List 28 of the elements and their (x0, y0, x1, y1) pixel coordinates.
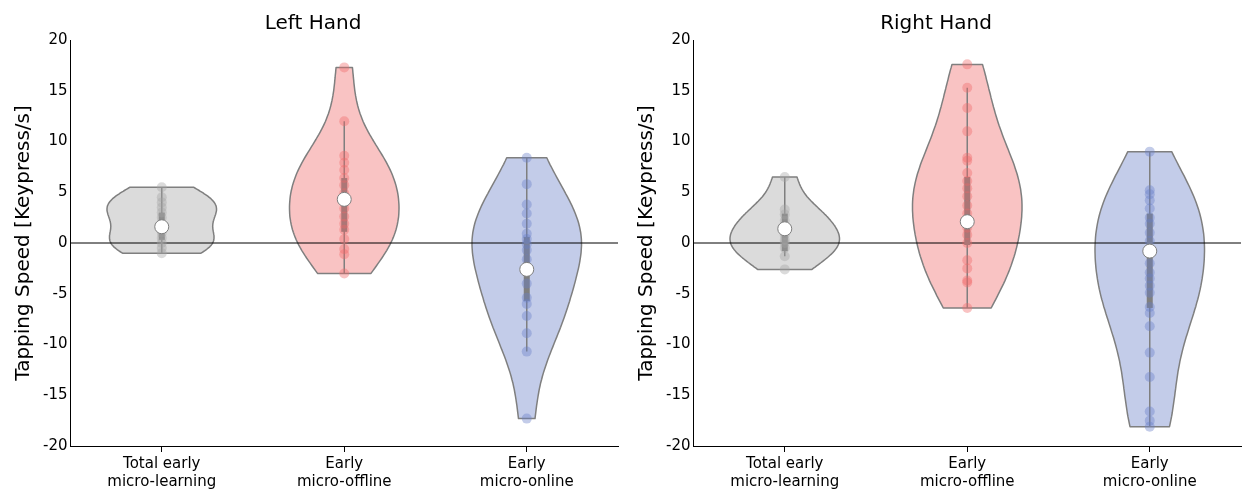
y-tick-label: 15 (671, 80, 691, 99)
y-tick-label: 20 (48, 29, 68, 48)
x-tick-label: Early micro-online (1102, 453, 1197, 490)
y-tick-label: 10 (48, 131, 68, 150)
y-tick-label: 5 (57, 182, 68, 201)
y-tick-label: -15 (43, 385, 68, 404)
y-tick-label: 20 (671, 29, 691, 48)
y-axis-title: Tapping Speed [Keypress/s] (633, 105, 658, 382)
y-tick-label: 15 (48, 80, 68, 99)
y-tick-label: -10 (666, 334, 691, 353)
y-tick-label: 0 (57, 232, 68, 251)
y-tick-label: 5 (680, 182, 691, 201)
x-tick-label: Early micro-offline (296, 453, 392, 490)
y-tick-label: -10 (43, 334, 68, 353)
y-tick-label: -20 (666, 435, 691, 454)
y-tick-label: 10 (671, 131, 691, 150)
x-tick-label: Early micro-online (479, 453, 574, 490)
y-tick-label: -5 (52, 283, 68, 302)
x-tick-label: Total early micro-learning (107, 453, 217, 490)
chart-title: Right Hand (880, 10, 992, 35)
x-tick-label: Early micro-offline (919, 453, 1015, 490)
x-tick-label: Total early micro-learning (730, 453, 840, 490)
y-tick-label: 0 (680, 232, 691, 251)
y-tick-label: -15 (666, 385, 691, 404)
chart-title: Left Hand (264, 10, 362, 35)
y-tick-label: -20 (43, 435, 68, 454)
y-axis-title: Tapping Speed [Keypress/s] (10, 105, 35, 382)
y-tick-label: -5 (675, 283, 691, 302)
